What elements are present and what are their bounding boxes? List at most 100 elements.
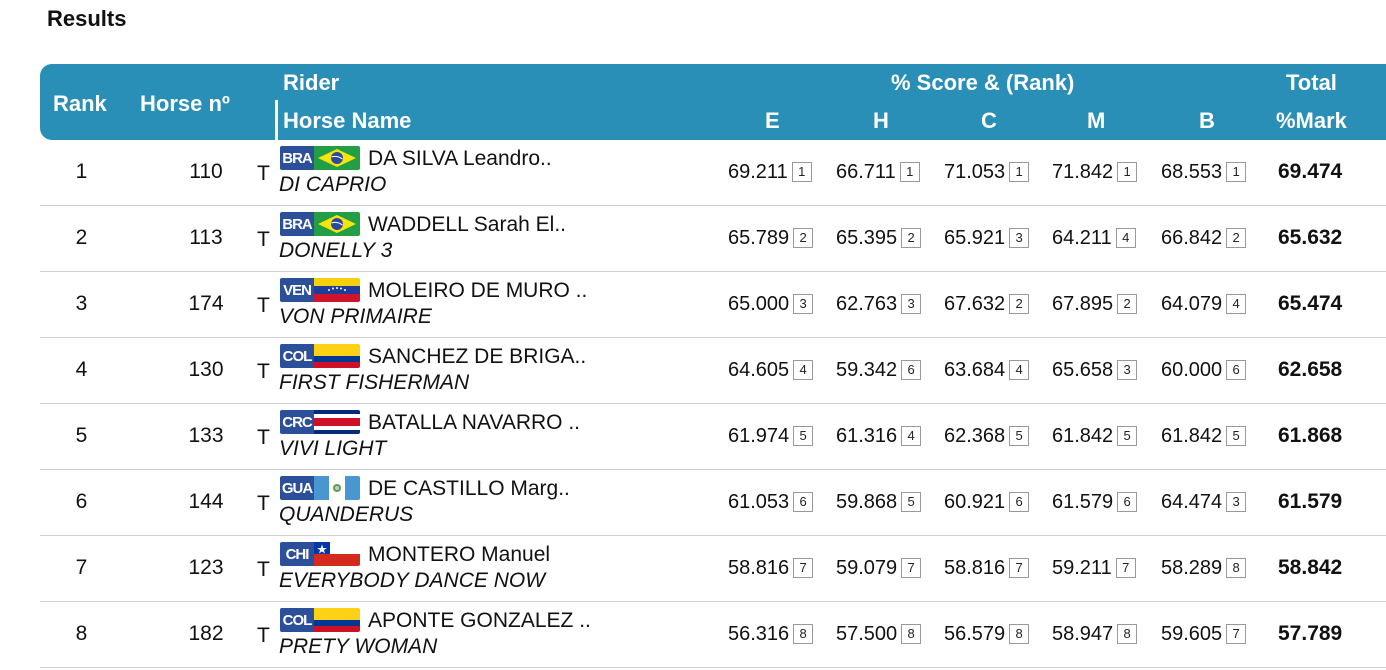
judge-score: 64.474 3 (1161, 491, 1247, 514)
horse-number-cell: 123 (188, 556, 224, 579)
judge-rank-badge: 1 (1226, 162, 1247, 182)
header-rider[interactable]: Rider (283, 70, 340, 95)
rank-cell: 5 (75, 424, 88, 447)
table-row[interactable]: 1 110 T BRA DA SILVA Leandro.. DI CAPRIO 69… (40, 140, 1386, 206)
judge-rank-badge: 4 (901, 426, 922, 446)
country-code: CHI (280, 542, 314, 566)
header-divider (275, 100, 278, 140)
t-marker: T (257, 624, 270, 647)
judge-score: 65.658 3 (1052, 359, 1138, 382)
judge-rank-badge: 1 (1009, 162, 1030, 182)
country-code: VEN (280, 278, 314, 302)
horse-name[interactable]: DI CAPRIO (279, 173, 387, 196)
judge-score: 71.053 1 (944, 161, 1030, 184)
horse-name[interactable]: DONELLY 3 (279, 239, 393, 262)
horse-name[interactable]: VON PRIMAIRE (279, 305, 432, 328)
table-row[interactable]: 6 144 T GUA DE CASTILLO Marg.. QUANDERUS 61… (40, 470, 1386, 536)
flag-chi-icon (314, 542, 360, 566)
rider-name[interactable]: BATALLA NAVARRO .. (368, 411, 581, 434)
header-rank[interactable]: Rank (53, 91, 107, 116)
judge-rank-badge: 6 (901, 360, 922, 380)
judge-rank-badge: 8 (901, 624, 922, 644)
total-mark: 65.632 (1278, 226, 1343, 249)
rank-cell: 1 (75, 160, 88, 183)
flag-gua-icon (314, 476, 360, 500)
score-value: 59.342 (836, 359, 898, 381)
header-horse-name[interactable]: Horse Name (283, 108, 412, 133)
rider-name[interactable]: MONTERO Manuel (368, 543, 551, 566)
judge-score: 59.868 5 (836, 491, 922, 514)
rank-cell: 2 (75, 226, 88, 249)
total-mark: 61.868 (1278, 424, 1343, 447)
header-judge-b[interactable]: B (1199, 108, 1215, 133)
score-value: 59.211 (1052, 557, 1112, 579)
score-value: 64.079 (1161, 293, 1223, 315)
total-mark: 65.474 (1278, 292, 1343, 315)
score-value: 58.816 (944, 557, 1006, 579)
judge-rank-badge: 5 (793, 426, 814, 446)
horse-number-cell: 174 (188, 292, 224, 315)
table-row[interactable]: 8 182 T COL APONTE GONZALEZ .. PRETY WOMAN … (40, 602, 1386, 668)
score-value: 58.947 (1052, 623, 1114, 645)
score-value: 71.053 (944, 161, 1006, 183)
table-row[interactable]: 3 174 T VEN MOLEIRO DE MURO .. VON PRIMAIRE… (40, 272, 1386, 338)
rider-name[interactable]: APONTE GONZALEZ .. (368, 609, 591, 632)
score-value: 66.711 (836, 161, 896, 183)
table-row[interactable]: 7 123 T CHI MONTERO Manuel EVERYBODY DANCE … (40, 536, 1386, 602)
judge-score: 58.947 8 (1052, 623, 1138, 646)
score-value: 58.816 (728, 557, 790, 579)
score-value: 67.632 (944, 293, 1006, 315)
horse-number-cell: 182 (188, 622, 224, 645)
table-row[interactable]: 2 113 T BRA WADDELL Sarah El.. DONELLY 3 65… (40, 206, 1386, 272)
judge-rank-badge: 7 (1115, 558, 1136, 578)
header-judge-e[interactable]: E (765, 108, 780, 133)
rank-cell: 4 (75, 358, 88, 381)
horse-name[interactable]: QUANDERUS (279, 503, 414, 526)
header-total[interactable]: Total (1286, 70, 1337, 95)
t-marker: T (257, 360, 270, 383)
judge-score: 56.579 8 (944, 623, 1030, 646)
judge-score: 64.079 4 (1161, 293, 1247, 316)
table-header: Rank Horse nº Rider Horse Name % Score &… (40, 64, 1386, 140)
rider-name[interactable]: DE CASTILLO Marg.. (368, 477, 570, 500)
horse-name[interactable]: FIRST FISHERMAN (279, 371, 470, 394)
country-flag-icon: CRC (280, 410, 360, 434)
rider-name[interactable]: DA SILVA Leandro.. (368, 147, 552, 170)
t-marker: T (257, 228, 270, 251)
country-code: COL (280, 608, 314, 632)
judge-rank-badge: 3 (1226, 492, 1247, 512)
judge-score: 64.605 4 (728, 359, 814, 382)
header-judge-h[interactable]: H (873, 108, 889, 133)
header-judge-m[interactable]: M (1087, 108, 1106, 133)
judge-score: 60.000 6 (1161, 359, 1247, 382)
table-row[interactable]: 4 130 T COL SANCHEZ DE BRIGA.. FIRST FISHER… (40, 338, 1386, 404)
horse-name[interactable]: VIVI LIGHT (279, 437, 387, 460)
horse-number-cell: 130 (188, 358, 224, 381)
rider-name[interactable]: SANCHEZ DE BRIGA.. (368, 345, 587, 368)
judge-rank-badge: 4 (1009, 360, 1030, 380)
judge-score: 65.000 3 (728, 293, 814, 316)
country-flag-icon: CHI (280, 542, 360, 566)
country-code: COL (280, 344, 314, 368)
page-title: Results (47, 6, 127, 31)
judge-rank-badge: 3 (793, 294, 814, 314)
rider-name[interactable]: WADDELL Sarah El.. (368, 213, 567, 236)
country-flag-icon: BRA (280, 146, 360, 170)
judge-rank-badge: 7 (901, 558, 922, 578)
horse-name[interactable]: EVERYBODY DANCE NOW (279, 569, 546, 592)
rank-cell: 8 (75, 622, 88, 645)
header-judge-c[interactable]: C (981, 108, 997, 133)
score-value: 65.395 (836, 227, 898, 249)
score-value: 65.921 (944, 227, 1006, 249)
score-value: 65.658 (1052, 359, 1114, 381)
judge-rank-badge: 8 (1009, 624, 1030, 644)
judge-score: 58.289 8 (1161, 557, 1247, 580)
horse-name[interactable]: PRETY WOMAN (279, 635, 438, 658)
flag-bra-icon (314, 212, 360, 236)
judge-rank-badge: 1 (791, 162, 812, 182)
table-row[interactable]: 5 133 T CRC BATALLA NAVARRO .. VIVI LIGHT 6… (40, 404, 1386, 470)
header-horse-no[interactable]: Horse nº (140, 91, 230, 116)
rider-name[interactable]: MOLEIRO DE MURO .. (368, 279, 588, 302)
horse-number-cell: 144 (188, 490, 224, 513)
judge-score: 65.921 3 (944, 227, 1030, 250)
